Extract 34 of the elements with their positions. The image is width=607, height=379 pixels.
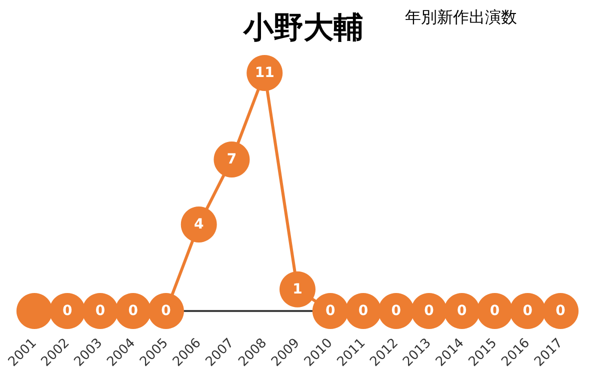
point bbox=[115, 293, 152, 329]
point bbox=[16, 293, 52, 329]
point bbox=[312, 293, 348, 329]
point bbox=[378, 293, 414, 329]
chart-title: 小野大輔 bbox=[242, 10, 364, 46]
data-label: 0 bbox=[556, 303, 566, 319]
data-label: 0 bbox=[128, 303, 138, 319]
data-label: 0 bbox=[326, 303, 336, 319]
chart-subtitle: 年別新作出演数 bbox=[405, 8, 517, 26]
data-label: 4 bbox=[194, 216, 204, 232]
point bbox=[180, 206, 217, 242]
data-label: 0 bbox=[161, 303, 172, 319]
data-label: 1 bbox=[292, 281, 302, 298]
point bbox=[49, 293, 86, 329]
point bbox=[444, 293, 480, 329]
data-label: 11 bbox=[254, 65, 274, 81]
point bbox=[476, 293, 513, 329]
data-label: 0 bbox=[490, 303, 500, 319]
data-label: 7 bbox=[226, 152, 237, 168]
point bbox=[411, 293, 448, 329]
point bbox=[214, 142, 250, 178]
point bbox=[148, 293, 184, 329]
point bbox=[510, 293, 546, 329]
data-label: 0 bbox=[522, 303, 533, 319]
data-label: 0 bbox=[62, 303, 72, 319]
point bbox=[345, 293, 382, 329]
point bbox=[542, 293, 579, 329]
data-label: 0 bbox=[391, 303, 402, 319]
data-label: 0 bbox=[95, 303, 106, 319]
data-label: 0 bbox=[358, 303, 368, 319]
data-label: 0 bbox=[424, 303, 434, 319]
data-label: 0 bbox=[457, 303, 468, 319]
point bbox=[280, 271, 316, 308]
point bbox=[82, 293, 118, 329]
